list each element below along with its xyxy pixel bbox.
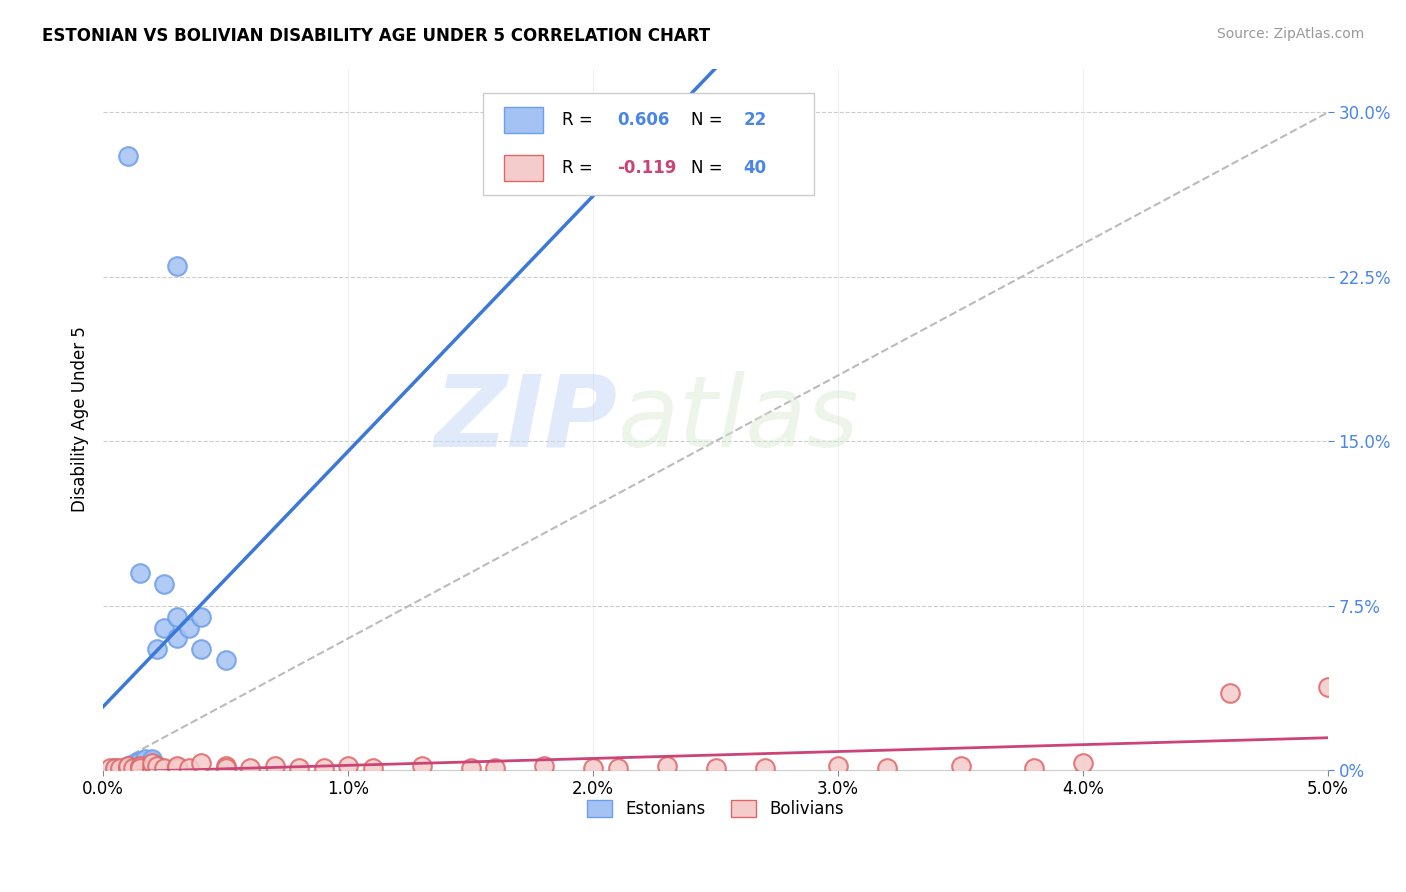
Point [1022,761,1045,775]
Point [128,566,150,580]
Point [146,642,169,657]
Text: Source: ZipAtlas.com: Source: ZipAtlas.com [1216,27,1364,41]
Point [153,620,176,634]
Point [1219,686,1241,700]
Text: 22: 22 [744,112,766,129]
Text: ESTONIAN VS BOLIVIAN DISABILITY AGE UNDER 5 CORRELATION CHART: ESTONIAN VS BOLIVIAN DISABILITY AGE UNDE… [42,27,710,45]
Point [582,761,605,775]
Text: 40: 40 [744,159,766,177]
Point [876,761,898,775]
Point [949,758,972,772]
Point [337,758,360,772]
Point [128,754,150,768]
Point [141,756,163,771]
Point [166,259,188,273]
Point [117,761,139,775]
Point [153,761,176,775]
Point [166,761,188,775]
Point [214,758,236,772]
Point [141,761,163,775]
Point [1071,756,1094,771]
Text: R =: R = [562,112,599,129]
Point [146,758,169,772]
Point [312,761,335,775]
Point [214,653,236,667]
Point [124,756,146,771]
Point [104,761,127,775]
Point [134,752,156,766]
Point [214,761,236,775]
Text: 0.606: 0.606 [617,112,669,129]
Point [166,758,188,772]
Point [100,761,122,775]
Point [754,761,776,775]
Point [827,758,849,772]
FancyBboxPatch shape [482,93,814,194]
Point [1316,680,1339,694]
Point [263,758,285,772]
Point [153,576,176,591]
Point [128,756,150,771]
Text: N =: N = [690,112,728,129]
Point [190,609,212,624]
Point [141,754,163,768]
Point [177,761,200,775]
Point [484,761,506,775]
Point [166,609,188,624]
Text: ZIP: ZIP [434,371,617,467]
Point [121,758,143,772]
Point [128,758,150,772]
Point [117,758,139,772]
Point [110,761,132,775]
Point [533,758,555,772]
Text: atlas: atlas [617,371,859,467]
Point [117,761,139,775]
Point [460,761,482,775]
Text: R =: R = [562,159,599,177]
Point [361,761,384,775]
Text: N =: N = [690,159,728,177]
Point [117,149,139,163]
Point [117,758,139,772]
Point [190,756,212,771]
Point [655,758,678,772]
Point [288,761,311,775]
Y-axis label: Disability Age Under 5: Disability Age Under 5 [72,326,89,512]
Point [190,642,212,657]
Point [704,761,727,775]
Point [121,761,143,775]
Legend: Estonians, Bolivians: Estonians, Bolivians [581,793,851,825]
Bar [503,154,543,180]
Point [177,620,200,634]
Point [606,761,628,775]
Point [104,761,127,775]
Point [239,761,262,775]
Bar [503,107,543,133]
Point [166,632,188,646]
Point [128,761,150,775]
Point [411,758,433,772]
Text: -0.119: -0.119 [617,159,676,177]
Point [141,752,163,766]
